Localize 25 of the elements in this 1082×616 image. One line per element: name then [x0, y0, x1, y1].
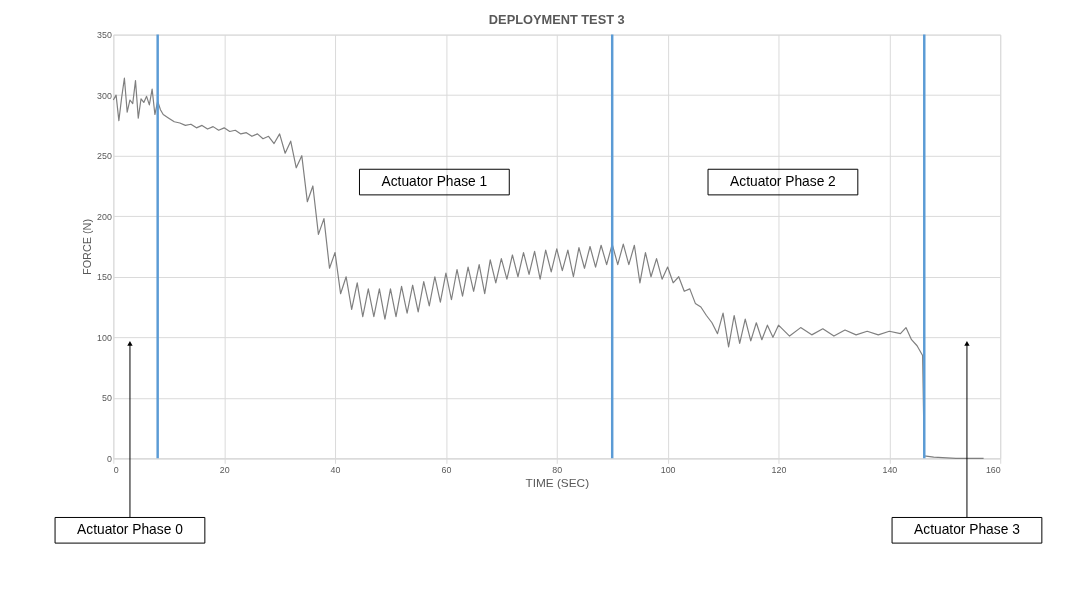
y-tick-label: 200 — [97, 211, 112, 222]
y-tick-label: 50 — [101, 393, 112, 404]
y-tick-label: 300 — [97, 90, 112, 101]
x-tick-label: 20 — [219, 464, 230, 475]
y-tick-label: 350 — [97, 30, 112, 41]
y-axis-title: FORCE (N) — [81, 219, 94, 275]
y-tick-label: 100 — [97, 332, 112, 343]
annotation: Actuator Phase 1 — [381, 174, 488, 190]
y-tick-label: 150 — [97, 272, 112, 283]
x-tick-label: 160 — [985, 464, 1001, 475]
y-tick-label: 250 — [97, 151, 112, 162]
x-tick-label: 0 — [113, 464, 119, 475]
annotation: Actuator Phase 2 — [730, 174, 836, 190]
x-tick-label: 120 — [771, 464, 787, 475]
x-axis-title: TIME (SEC) — [525, 476, 590, 491]
x-tick-label: 60 — [441, 464, 452, 475]
chart-title: DEPLOYMENT TEST 3 — [488, 11, 625, 27]
x-tick-label: 40 — [330, 464, 341, 475]
y-tick-label: 0 — [106, 453, 112, 464]
x-tick-label: 140 — [882, 464, 898, 475]
annotation: Actuator Phase 0 — [77, 522, 184, 538]
x-tick-label: 80 — [552, 464, 563, 475]
annotation: Actuator Phase 3 — [914, 522, 1021, 538]
x-tick-label: 100 — [660, 464, 676, 475]
line-series — [112, 77, 985, 459]
